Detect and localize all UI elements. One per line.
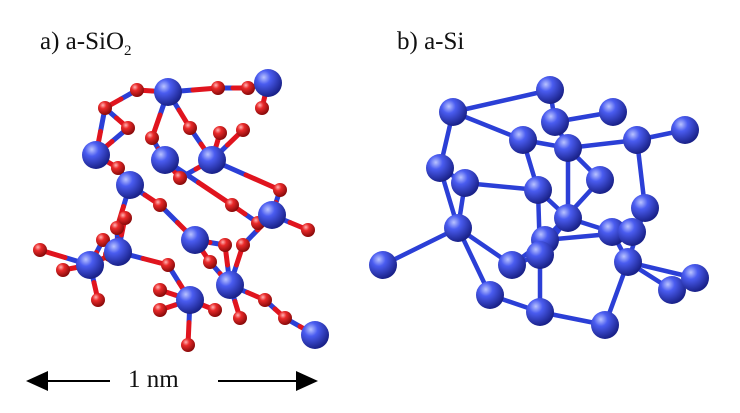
- silicon-atom: [541, 108, 569, 136]
- oxygen-atom: [241, 81, 255, 95]
- oxygen-atom: [236, 123, 250, 137]
- oxygen-atom: [145, 131, 159, 145]
- silicon-atom: [524, 176, 552, 204]
- silicon-atom: [554, 204, 582, 232]
- silicon-atom: [498, 251, 526, 279]
- oxygen-atom: [153, 283, 167, 297]
- silicon-atom: [658, 276, 686, 304]
- oxygen-atom: [91, 293, 105, 307]
- silicon-atom: [216, 271, 244, 299]
- silicon-atom: [444, 214, 472, 242]
- oxygen-atom: [110, 221, 124, 235]
- silicon-atom: [426, 154, 454, 182]
- oxygen-atom: [153, 198, 167, 212]
- oxygen-atom: [203, 255, 217, 269]
- silicon-atom: [586, 166, 614, 194]
- oxygen-atom: [121, 121, 135, 135]
- silica-atoms: [33, 69, 329, 352]
- silicon-atom: [76, 251, 104, 279]
- silicon-atom: [439, 98, 467, 126]
- oxygen-atom: [236, 238, 250, 252]
- silicon-atom: [536, 76, 564, 104]
- oxygen-atom: [98, 101, 112, 115]
- silicon-atom: [254, 69, 282, 97]
- scale-bar-label: 1 nm: [124, 366, 183, 394]
- oxygen-atom: [225, 198, 239, 212]
- silicon-atoms: [369, 76, 709, 339]
- silicon-atom: [554, 134, 582, 162]
- oxygen-atom: [233, 311, 247, 325]
- silicon-atom: [154, 78, 182, 106]
- oxygen-atom: [273, 183, 287, 197]
- silicon-atom: [258, 201, 286, 229]
- oxygen-atom: [208, 303, 222, 317]
- oxygen-atom: [255, 101, 269, 115]
- oxygen-atom: [33, 243, 47, 257]
- silicon-atom: [618, 218, 646, 246]
- oxygen-atom: [211, 81, 225, 95]
- oxygen-atom: [181, 338, 195, 352]
- silicon-atom: [451, 169, 479, 197]
- panel-a-label-subscript: 2: [124, 43, 132, 59]
- oxygen-atom: [301, 223, 315, 237]
- silicon-atom: [116, 171, 144, 199]
- oxygen-atom: [183, 121, 197, 135]
- silicon-atom: [598, 218, 626, 246]
- silicon-atom: [509, 126, 537, 154]
- silicon-atom: [614, 248, 642, 276]
- silicon-atom: [591, 311, 619, 339]
- panel-b-label: b) a-Si: [397, 28, 465, 55]
- silicon-atom: [151, 146, 179, 174]
- oxygen-atom: [213, 126, 227, 140]
- silicon-atom: [671, 116, 699, 144]
- panel-a-label: a) a-SiO2: [40, 28, 132, 60]
- oxygen-atom: [218, 238, 232, 252]
- silicon-atom: [476, 281, 504, 309]
- oxygen-atom: [96, 233, 110, 247]
- silicon-atom: [631, 194, 659, 222]
- silicon-atom: [301, 321, 329, 349]
- silicon-atom: [176, 286, 204, 314]
- silicon-bond: [450, 87, 553, 115]
- silicon-atom: [681, 264, 709, 292]
- oxygen-atom: [56, 263, 70, 277]
- oxygen-atom: [278, 311, 292, 325]
- silicon-atom: [526, 298, 554, 326]
- scale-bar-left-head: [26, 371, 48, 391]
- silicon-atom: [198, 146, 226, 174]
- scale-bar-right-head: [296, 371, 318, 391]
- silicon-atom: [181, 226, 209, 254]
- oxygen-atom: [130, 83, 144, 97]
- silicon-atom: [104, 238, 132, 266]
- silicon-atom: [526, 241, 554, 269]
- oxygen-atom: [161, 258, 175, 272]
- oxygen-atom: [111, 161, 125, 175]
- panel-a-label-text: a) a-SiO: [40, 28, 124, 55]
- oxygen-atom: [118, 211, 132, 225]
- silicon-atom: [82, 141, 110, 169]
- oxygen-atom: [153, 303, 167, 317]
- silicon-atom: [599, 98, 627, 126]
- silicon-atom: [623, 126, 651, 154]
- silicon-atom: [369, 251, 397, 279]
- oxygen-atom: [258, 293, 272, 307]
- scale-bar: [26, 371, 318, 391]
- oxygen-atom: [173, 171, 187, 185]
